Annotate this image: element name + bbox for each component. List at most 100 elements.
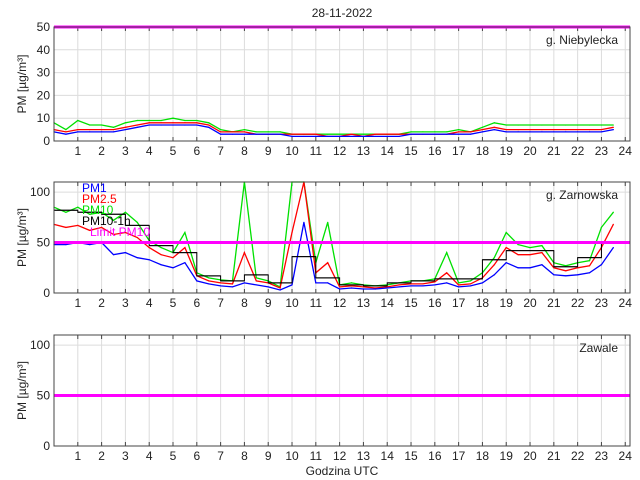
- data-point: [446, 252, 448, 254]
- x-tick-label: 9: [265, 144, 272, 158]
- data-point: [77, 206, 79, 208]
- data-point: [243, 133, 246, 135]
- data-point: [112, 131, 115, 133]
- data-point: [124, 252, 127, 254]
- data-point: [77, 131, 79, 133]
- data-point: [600, 129, 603, 131]
- data-point: [588, 124, 591, 126]
- data-point: [446, 133, 448, 135]
- station-label: g. Zarnowska: [546, 188, 618, 202]
- data-point: [89, 129, 91, 131]
- x-tick-label: 5: [170, 144, 177, 158]
- data-point: [303, 133, 305, 135]
- data-point: [350, 135, 353, 138]
- data-point: [398, 133, 400, 135]
- x-tick-label: 7: [217, 144, 224, 158]
- x-tick-label: 15: [404, 296, 418, 310]
- data-point: [65, 133, 67, 135]
- data-point: [458, 129, 460, 131]
- x-tick-label: 24: [619, 296, 633, 310]
- data-point: [196, 119, 198, 122]
- y-tick-label: 100: [30, 338, 50, 352]
- data-point: [362, 135, 365, 138]
- y-axis-label: PM [µg/m³]: [15, 208, 29, 267]
- x-tick-label: 7: [217, 296, 224, 310]
- x-tick-label: 2: [98, 144, 105, 158]
- data-point: [588, 272, 591, 274]
- data-point: [267, 133, 269, 135]
- x-tick-label: 8: [241, 144, 248, 158]
- data-point: [291, 231, 293, 234]
- y-tick-label: 0: [43, 134, 50, 148]
- x-tick-label: 14: [381, 144, 395, 158]
- data-point: [148, 246, 150, 249]
- data-point: [469, 280, 472, 282]
- data-point: [612, 129, 614, 131]
- x-tick-label: 2: [98, 296, 105, 310]
- data-point: [577, 267, 579, 269]
- data-point: [529, 254, 531, 256]
- data-point: [112, 254, 115, 256]
- data-point: [89, 243, 91, 246]
- x-tick-label: 24: [619, 449, 633, 463]
- data-point: [541, 129, 543, 131]
- x-tick-label: 12: [333, 449, 347, 463]
- data-point: [208, 277, 210, 279]
- data-point: [612, 126, 614, 128]
- x-tick-label: 4: [146, 449, 153, 463]
- data-point: [577, 131, 579, 133]
- series-pm1-line: [53, 124, 614, 138]
- data-point: [517, 131, 519, 133]
- data-point: [458, 284, 460, 286]
- data-point: [65, 211, 67, 213]
- series-pm10-line: [53, 117, 614, 135]
- data-point: [386, 287, 388, 289]
- data-point: [588, 265, 591, 267]
- data-point: [588, 131, 591, 133]
- data-point: [577, 274, 579, 276]
- x-tick-label: 15: [404, 144, 418, 158]
- data-point: [243, 129, 246, 131]
- data-point: [339, 286, 341, 288]
- data-point: [469, 285, 472, 287]
- x-tick-label: 3: [122, 449, 129, 463]
- data-point: [505, 231, 507, 234]
- data-point: [160, 264, 162, 266]
- x-tick-label: 18: [476, 296, 490, 310]
- data-point: [148, 124, 150, 126]
- data-point: [136, 124, 138, 126]
- data-point: [469, 283, 472, 285]
- data-point: [541, 264, 543, 266]
- data-point: [434, 284, 436, 286]
- data-point: [446, 282, 448, 284]
- data-point: [553, 131, 555, 133]
- data-point: [208, 280, 210, 282]
- data-point: [291, 133, 293, 135]
- x-tick-label: 18: [476, 449, 490, 463]
- data-point: [65, 129, 67, 131]
- data-point: [505, 124, 507, 126]
- data-point: [398, 286, 400, 288]
- x-tick-label: 22: [571, 449, 585, 463]
- data-point: [541, 124, 543, 126]
- x-tick-label: 17: [452, 296, 466, 310]
- data-point: [505, 129, 507, 131]
- data-point: [124, 129, 127, 131]
- x-tick-label: 1: [74, 449, 81, 463]
- data-point: [493, 264, 495, 266]
- data-point: [303, 135, 305, 138]
- y-tick-label: 20: [37, 88, 51, 102]
- data-point: [77, 119, 79, 122]
- data-point: [77, 129, 79, 131]
- series-pm10-line: [53, 181, 614, 288]
- data-point: [481, 126, 484, 128]
- data-point: [267, 131, 269, 133]
- data-point: [362, 286, 365, 288]
- x-tick-label: 13: [357, 449, 371, 463]
- data-point: [553, 267, 555, 269]
- data-point: [410, 131, 412, 133]
- data-point: [184, 246, 186, 249]
- data-point: [77, 224, 79, 226]
- x-tick-label: 10: [285, 144, 299, 158]
- data-point: [565, 129, 567, 131]
